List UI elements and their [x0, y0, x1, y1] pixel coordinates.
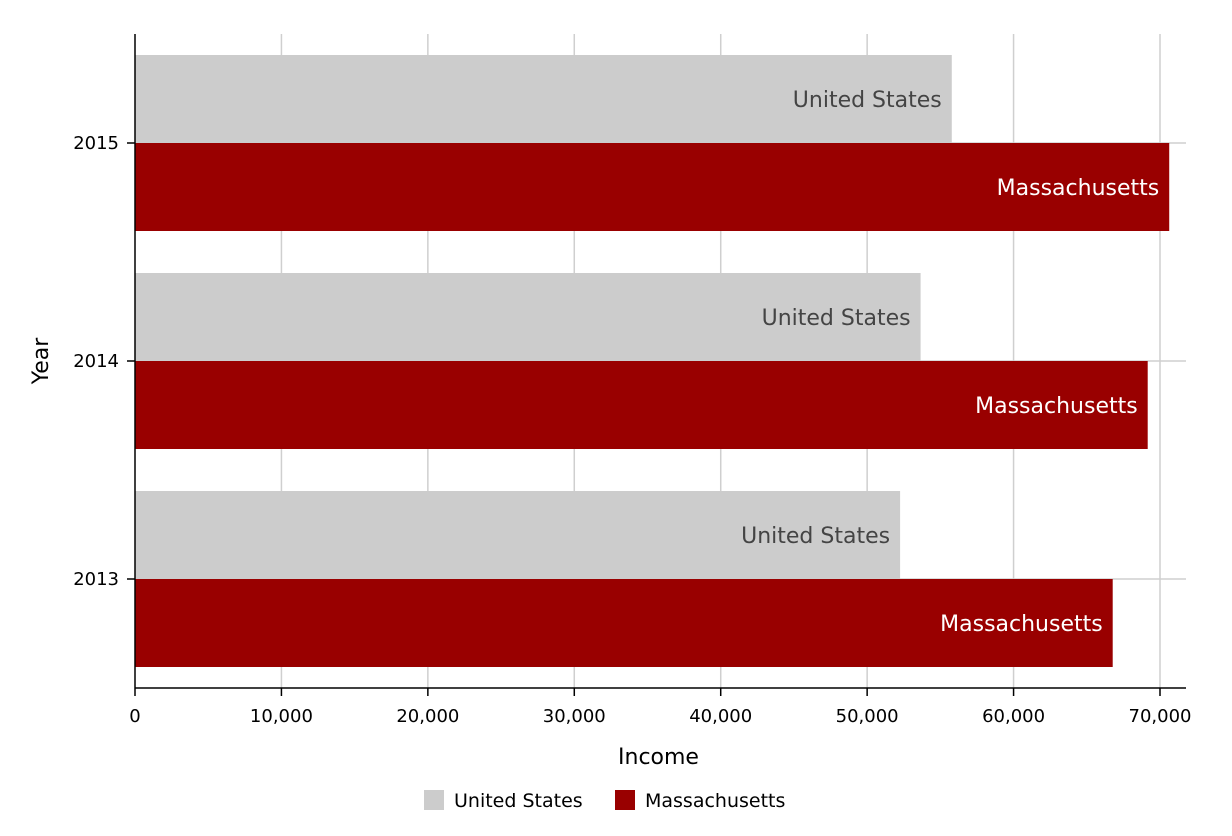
bars: United States Massachusetts United States M…: [135, 55, 1170, 667]
x-tick-label: 60,000: [982, 706, 1045, 727]
bar-massachusetts-2015: [135, 143, 1170, 231]
bar-label: United States: [741, 524, 890, 549]
y-tick-label: 2015: [73, 133, 119, 154]
x-tick-label: 50,000: [836, 706, 899, 727]
y-tick-label: 2014: [73, 351, 119, 372]
x-tick-label: 20,000: [396, 706, 459, 727]
y-axis-title: Year: [29, 337, 54, 386]
bar-label: United States: [793, 88, 942, 113]
x-tick-label: 10,000: [250, 706, 313, 727]
ticks: 0 10,000 20,000 30,000 40,000 50,000 60,000 70,…: [73, 133, 1191, 727]
x-tick-label: 70,000: [1129, 706, 1192, 727]
bar-united-states-2015: [135, 55, 952, 143]
x-axis-title: Income: [618, 745, 699, 770]
legend: United States Massachusetts: [424, 790, 785, 812]
legend-swatch: [615, 790, 635, 810]
bar-label: Massachusetts: [940, 612, 1103, 637]
y-tick-label: 2013: [73, 569, 119, 590]
bar-united-states-2014: [135, 273, 921, 361]
bar-label: Massachusetts: [975, 394, 1138, 419]
x-tick-label: 30,000: [543, 706, 606, 727]
legend-label: Massachusetts: [645, 790, 785, 812]
legend-swatch: [424, 790, 444, 810]
legend-label: United States: [454, 790, 583, 812]
x-tick-label: 40,000: [689, 706, 752, 727]
bar-label: Massachusetts: [997, 176, 1160, 201]
bar-united-states-2013: [135, 491, 901, 579]
bar-label: United States: [762, 306, 911, 331]
x-tick-label: 0: [129, 706, 140, 727]
bar-massachusetts-2014: [135, 361, 1148, 449]
bar-massachusetts-2013: [135, 579, 1113, 667]
